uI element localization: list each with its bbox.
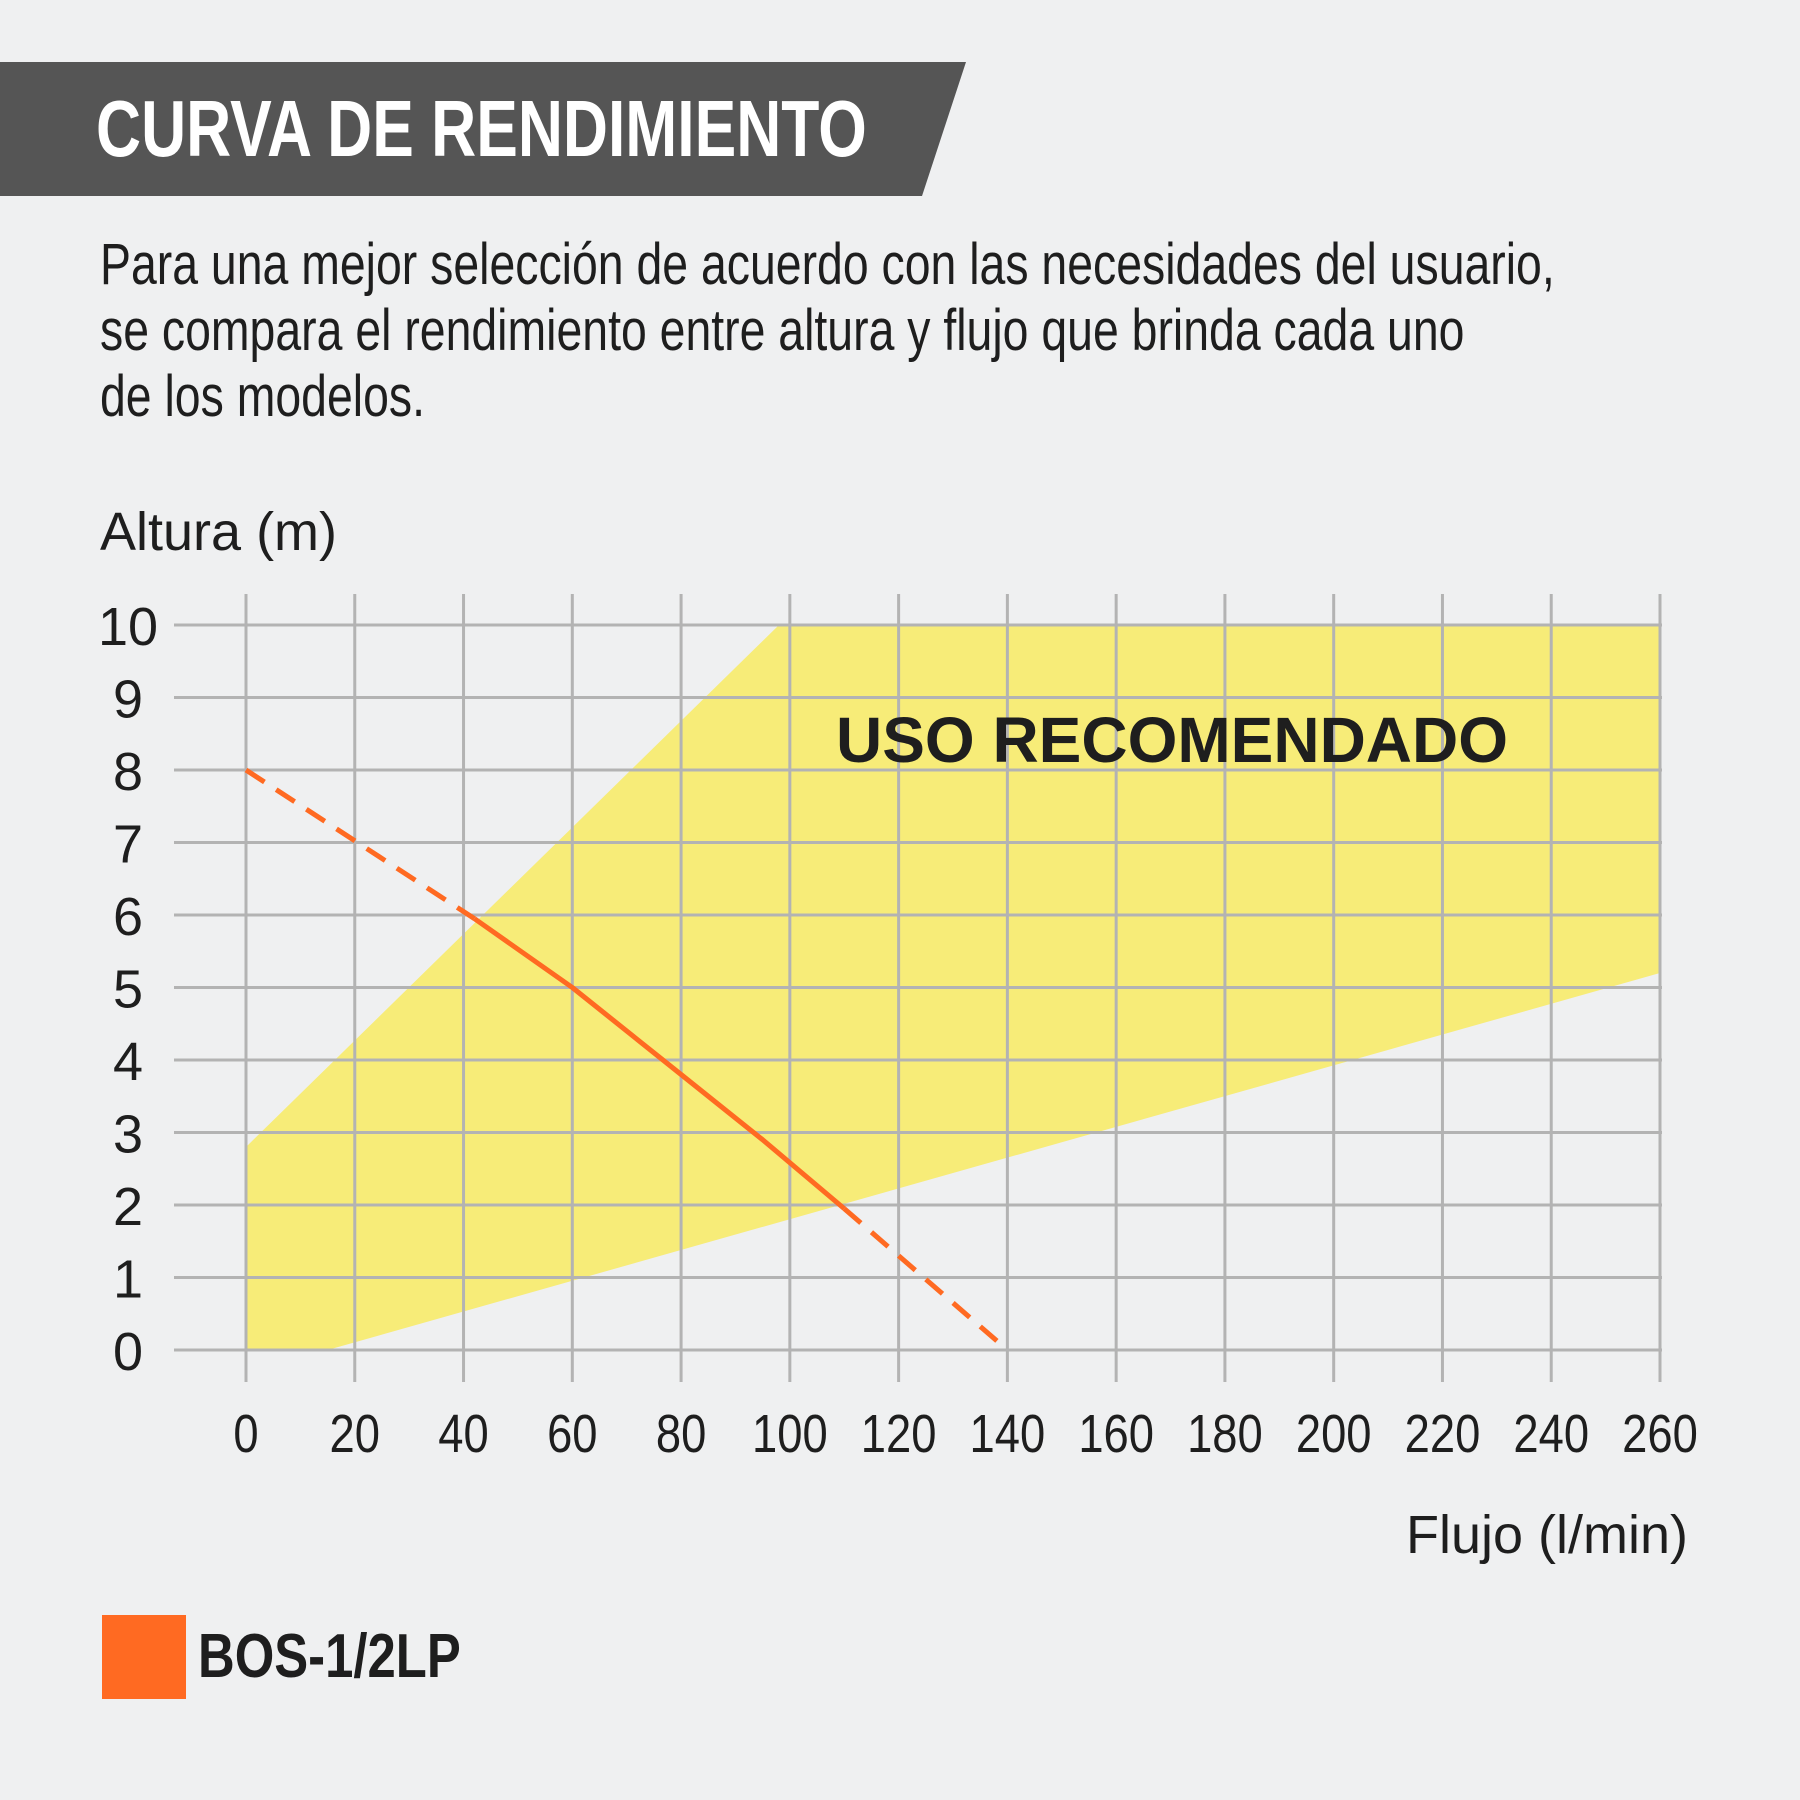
x-tick-label: 240 xyxy=(1513,1403,1589,1464)
y-tick-label: 2 xyxy=(113,1177,143,1237)
x-tick-label: 40 xyxy=(438,1403,488,1464)
y-tick-label: 1 xyxy=(113,1250,143,1310)
y-tick-label: 4 xyxy=(113,1032,143,1092)
y-tick-label: 3 xyxy=(113,1105,143,1165)
recommended-region-label: USO RECOMENDADO xyxy=(836,704,1508,776)
page-title: CURVA DE RENDIMIENTO xyxy=(96,84,867,173)
series-line-dashed-end xyxy=(842,1206,1010,1352)
x-tick-label: 200 xyxy=(1296,1403,1372,1464)
x-tick-labels: 0 20 40 60 80 100 120 140 160 180 200 220 240 260 xyxy=(233,1403,1697,1464)
x-tick-label: 20 xyxy=(330,1403,380,1464)
series-layer xyxy=(244,767,1010,1352)
y-tick-label: 5 xyxy=(113,960,143,1020)
y-tick-label: 6 xyxy=(113,887,143,947)
x-tick-label: 60 xyxy=(547,1403,597,1464)
description-line: Para una mejor selección de acuerdo con … xyxy=(100,232,1555,297)
x-tick-label: 120 xyxy=(861,1403,937,1464)
x-tick-label: 0 xyxy=(233,1403,258,1464)
x-tick-label: 160 xyxy=(1078,1403,1154,1464)
series-line-solid xyxy=(472,916,846,1211)
series-line-dashed-start xyxy=(244,767,476,921)
y-axis-label: Altura (m) xyxy=(100,502,337,562)
legend-swatch xyxy=(102,1615,186,1699)
y-tick-label: 9 xyxy=(113,670,143,730)
x-axis-label: Flujo (l/min) xyxy=(1406,1505,1688,1565)
y-tick-label: 10 xyxy=(98,597,158,657)
y-tick-labels: 0 1 2 3 4 5 6 7 8 9 10 xyxy=(98,597,158,1382)
title-banner xyxy=(0,62,966,196)
y-tick-label: 7 xyxy=(113,815,143,875)
y-tick-label: 8 xyxy=(113,742,143,802)
x-tick-label: 80 xyxy=(656,1403,706,1464)
x-tick-label: 220 xyxy=(1405,1403,1481,1464)
x-tick-label: 180 xyxy=(1187,1403,1263,1464)
x-tick-label: 140 xyxy=(970,1403,1046,1464)
y-tick-label: 0 xyxy=(113,1322,143,1382)
x-tick-label: 260 xyxy=(1622,1403,1698,1464)
chart-grid xyxy=(174,594,1662,1382)
description-line: de los modelos. xyxy=(100,364,425,429)
description: Para una mejor selección de acuerdo con … xyxy=(100,232,1700,430)
description-line: se compara el rendimiento entre altura y… xyxy=(100,298,1465,363)
legend-label: BOS-1/2LP xyxy=(198,1622,461,1691)
x-tick-label: 100 xyxy=(752,1403,828,1464)
